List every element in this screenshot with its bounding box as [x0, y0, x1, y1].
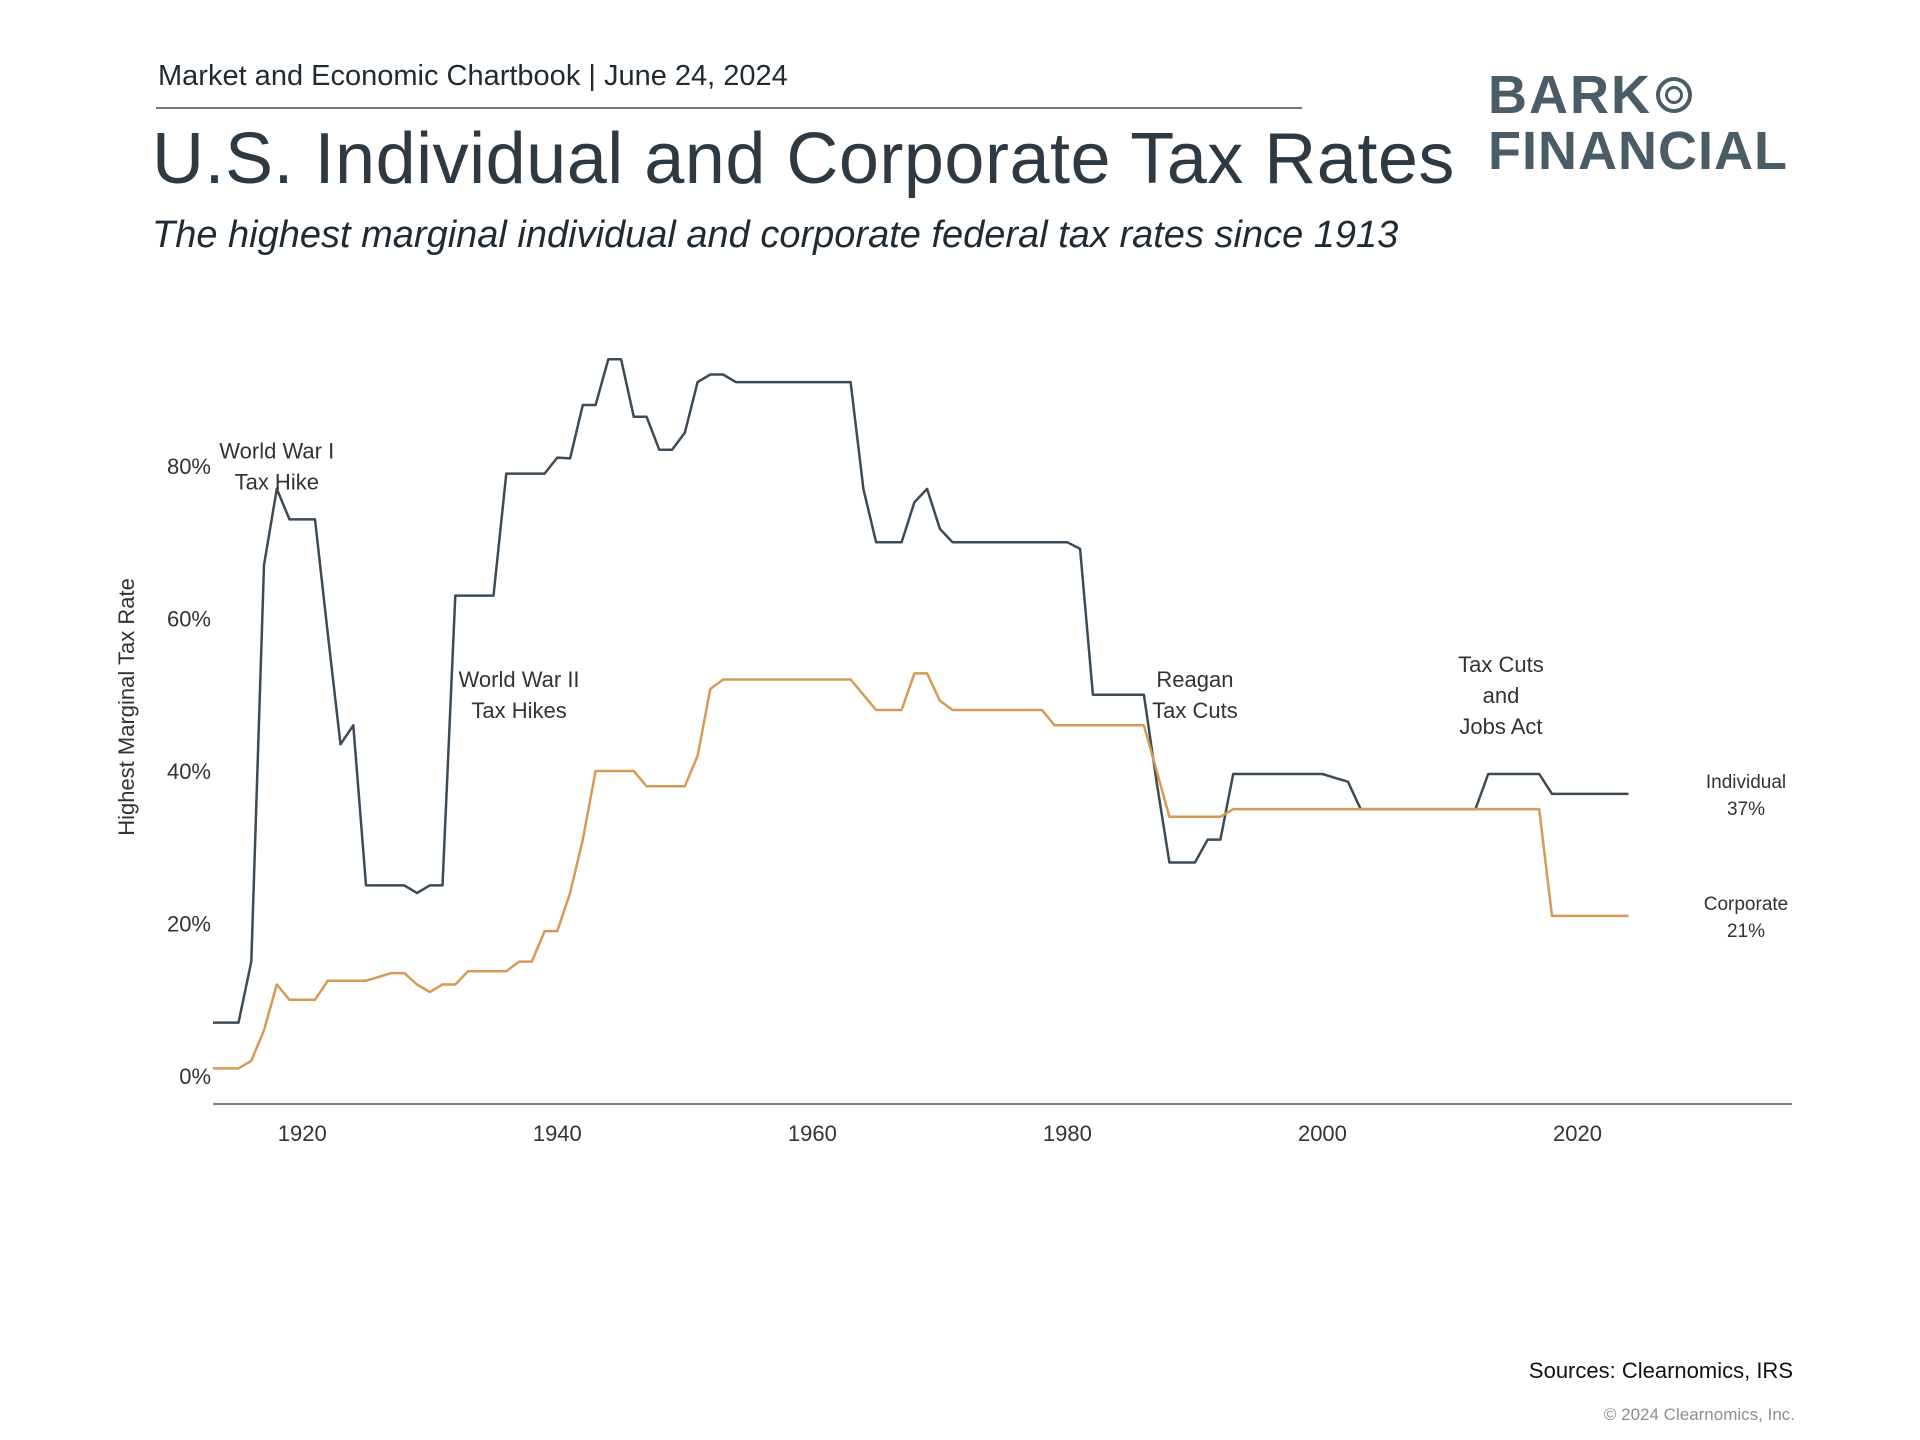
sources-note: Sources: Clearnomics, IRS: [1528, 1358, 1793, 1383]
chartbook-date-line: Market and Economic Chartbook | June 24,…: [158, 60, 788, 92]
series-end-label-corporate: Corporate: [1704, 894, 1789, 915]
barko-financial-logo: BARK FINANCIAL: [1488, 68, 1788, 178]
x-tick-label-1960: 1960: [788, 1121, 837, 1146]
logo-word-bark: BARK: [1488, 65, 1652, 125]
page-title: U.S. Individual and Corporate Tax Rates: [152, 119, 1455, 199]
series-end-value-individual: 37%: [1727, 799, 1765, 820]
x-tick-label-2000: 2000: [1298, 1121, 1347, 1146]
header-divider: [156, 107, 1302, 109]
logo-top-row: BARK: [1488, 68, 1788, 122]
series-line-individual: [213, 358, 1629, 1024]
x-tick-label-2020: 2020: [1553, 1121, 1602, 1146]
y-tick-label-20: 20%: [167, 912, 211, 937]
series-line-corporate: [213, 672, 1629, 1070]
page-subtitle: The highest marginal individual and corp…: [152, 214, 1399, 256]
series-end-label-individual: Individual: [1706, 772, 1786, 793]
y-tick-label-40: 40%: [167, 759, 211, 784]
annotation-3-line-1: and: [1483, 683, 1520, 708]
x-tick-label-1980: 1980: [1043, 1121, 1092, 1146]
copyright-note: © 2024 Clearnomics, Inc.: [1603, 1405, 1795, 1424]
annotation-3-line-0: Tax Cuts: [1458, 652, 1544, 677]
annotation-1-line-1: Tax Hikes: [471, 698, 566, 723]
x-tick-label-1940: 1940: [533, 1121, 582, 1146]
x-tick-label-1920: 1920: [278, 1121, 327, 1146]
y-axis-label: Highest Marginal Tax Rate: [114, 578, 139, 836]
logo-ring-icon: [1656, 77, 1692, 113]
annotation-2-line-0: Reagan: [1156, 667, 1233, 692]
annotation-2-line-1: Tax Cuts: [1152, 698, 1238, 723]
annotation-0-line-0: World War I: [219, 438, 334, 463]
series-end-value-corporate: 21%: [1727, 921, 1765, 942]
y-tick-label-60: 60%: [167, 607, 211, 632]
annotation-0-line-1: Tax Hike: [235, 469, 319, 494]
y-tick-label-80: 80%: [167, 454, 211, 479]
y-tick-label-0: 0%: [179, 1064, 211, 1089]
logo-word-financial: FINANCIAL: [1488, 121, 1788, 181]
annotation-3-line-2: Jobs Act: [1459, 714, 1542, 739]
annotation-1-line-0: World War II: [459, 667, 580, 692]
